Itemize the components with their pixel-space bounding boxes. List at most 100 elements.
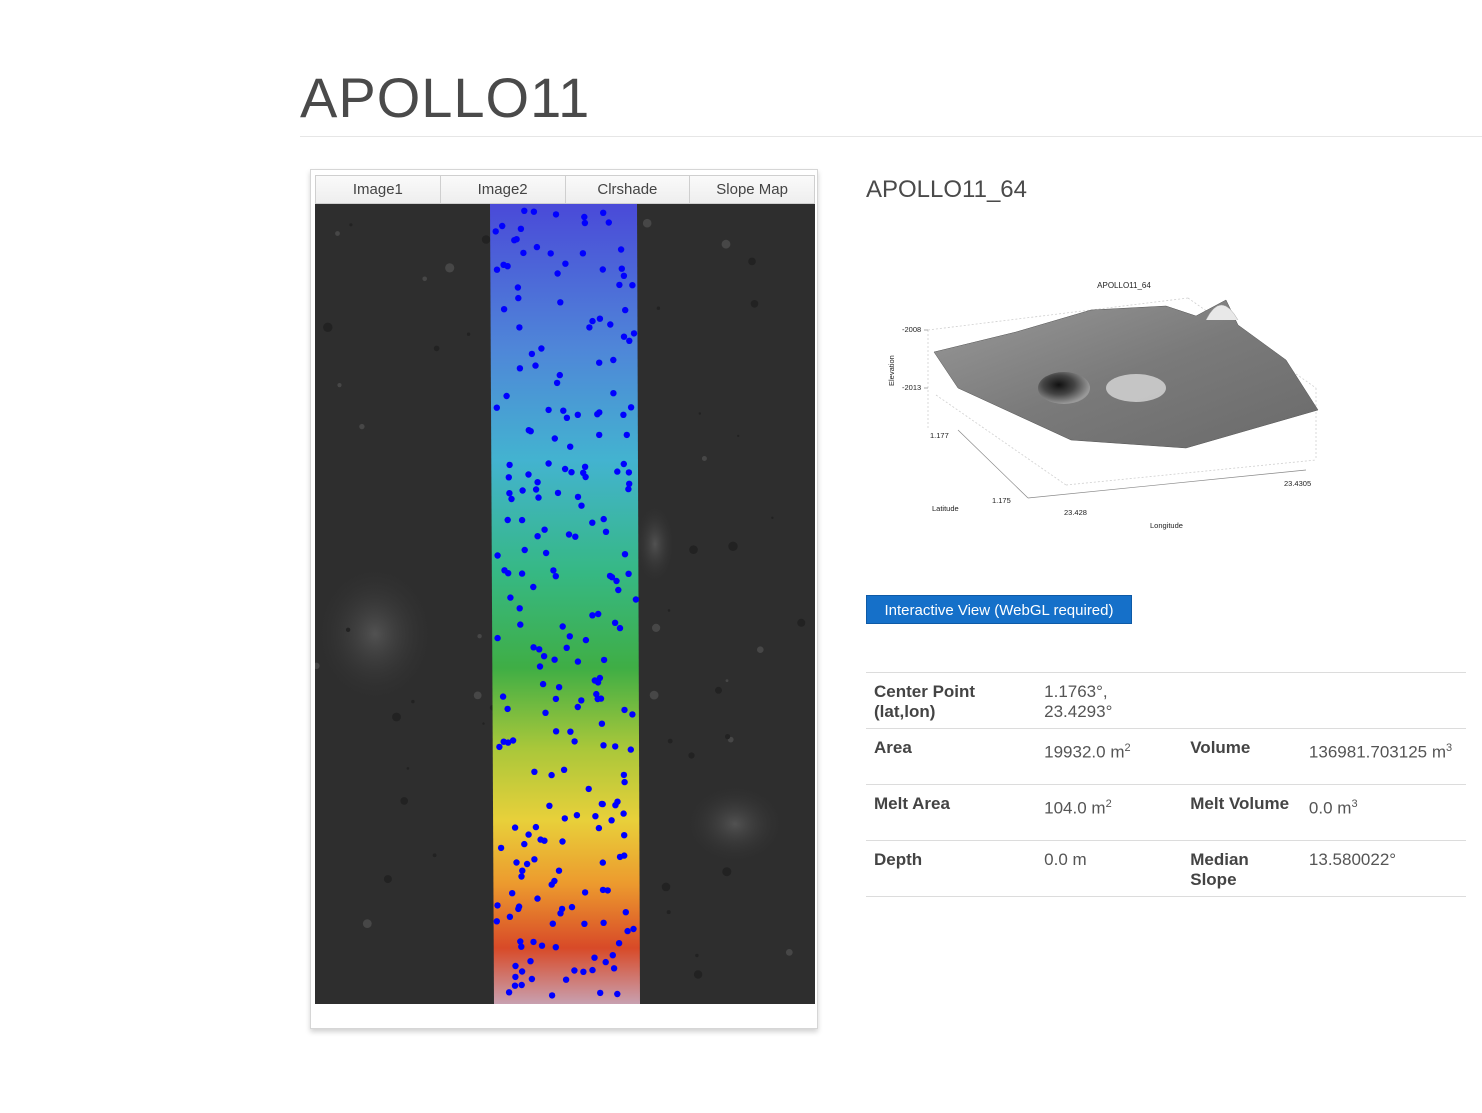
marker-dot [604,887,611,894]
page-title: APOLLO11 [300,66,591,129]
marker-dot [542,549,550,557]
crater-mark [701,456,707,461]
marker-dot [625,469,633,476]
marker-dot [512,962,519,970]
area-cell: 19932.0 m2 [1036,728,1183,785]
colorshade-strip [490,204,640,1004]
marker-dot [596,431,603,439]
median-slope-label: Median Slope [1182,840,1301,897]
marker-dot [534,533,541,540]
crater-mark [466,332,471,336]
volume-cell: 136981.703125 m3 [1300,728,1466,785]
marker-dot [613,577,620,585]
crater-mark [345,627,351,632]
marker-dot [623,431,630,439]
marker-dot [581,219,589,227]
marker-dot [612,802,619,809]
marker-dot [555,867,563,874]
marker-dot [610,965,618,972]
tab-clrshade[interactable]: Clrshade [565,176,691,203]
marker-dot [516,324,523,331]
marker-dot [552,728,560,735]
marker-dot [621,551,629,558]
marker-dot [562,976,570,983]
melt-area-unit-exponent: 2 [1105,798,1112,810]
marker-dot [532,486,540,493]
marker-dot [527,958,534,965]
marker-dot [551,877,558,885]
crater-mark [383,875,392,884]
marker-dot [518,570,526,577]
crater-mark [482,722,485,725]
crater-mark [652,623,661,632]
marker-dot [571,967,578,974]
marker-dot [596,674,604,682]
marker-dot [591,677,598,684]
marker-points [492,207,640,999]
marker-dot [567,443,574,450]
marker-dot [541,837,548,844]
marker-dot [605,219,612,226]
marker-dot [591,954,598,961]
marker-dot [621,778,628,786]
marker-dot [512,973,519,981]
marker-dot [550,567,557,574]
marker-dot [595,610,602,618]
crater-mark [349,223,353,227]
marker-dot [620,810,627,817]
marker-dot [554,270,561,277]
marker-dot [599,859,606,866]
table-row: Depth 0.0 m Median Slope 13.580022° [866,840,1466,897]
marker-dot [579,250,587,257]
marker-dot [632,596,640,603]
lunar-surface-image[interactable] [315,204,815,1004]
marker-dot [602,528,610,535]
marker-dot [530,938,537,946]
marker-dot [554,489,562,497]
marker-dot [618,265,625,272]
marker-dot [494,552,501,559]
marker-dot [620,771,628,779]
marker-dot [513,859,520,866]
marker-dot [578,502,585,509]
tab-image1[interactable]: Image1 [316,176,441,203]
marker-dot [557,299,564,306]
crater-mark [433,345,440,352]
marker-dot [585,785,592,793]
marker-dot [622,909,629,916]
marker-dot [503,392,510,400]
marker-dot [580,968,587,975]
volume-value: 136981.703125 m [1308,742,1446,762]
marker-dot [629,711,636,718]
crater-mark [473,691,482,700]
tab-image2[interactable]: Image2 [440,176,566,203]
marker-dot [552,573,559,580]
image-viewer: Image1 Image2 Clrshade Slope Map [310,169,818,1029]
elevation-surface [933,299,1319,449]
interactive-view-button[interactable]: Interactive View (WebGL required) [866,595,1132,624]
marker-dot [563,644,570,651]
marker-dot [616,624,624,632]
marker-dot [500,306,508,313]
area-unit-exponent: 2 [1124,742,1131,754]
marker-dot [610,356,617,364]
marker-dot [600,742,607,749]
melt-volume-unit-exponent: 3 [1351,798,1358,810]
crater-mark [722,867,732,877]
marker-dot [621,832,628,839]
marker-dot [530,644,537,651]
melt-area-label: Melt Area [866,784,1037,841]
area-value: 19932.0 m [1044,742,1125,762]
marker-dot [518,981,525,989]
crater-mark [695,953,699,958]
marker-dot [597,989,604,997]
melt-volume-cell: 0.0 m3 [1300,784,1466,841]
marker-dot [520,249,527,257]
marker-dot [609,952,616,959]
marker-dot [596,315,604,322]
marker-dot [560,766,568,773]
marker-dot [546,802,553,809]
marker-dot [499,693,507,700]
tab-slope-map[interactable]: Slope Map [690,176,814,203]
crater-mark [432,853,437,858]
